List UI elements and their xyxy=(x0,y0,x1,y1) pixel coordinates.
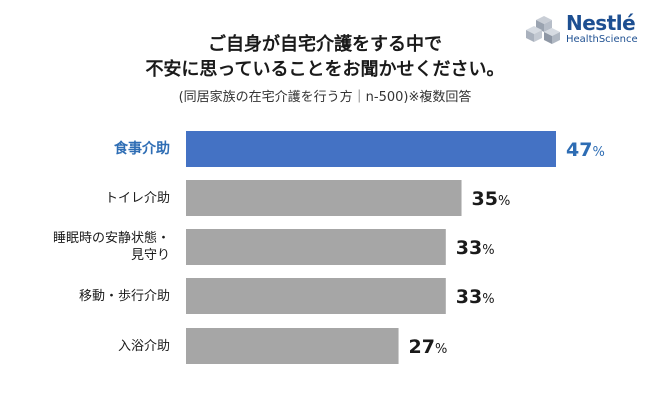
value-label-4: 33% xyxy=(456,286,495,308)
value-label-2: 35% xyxy=(472,188,511,210)
category-label-4: 移動・歩行介助 xyxy=(78,288,170,304)
category-label-1: 食事介助 xyxy=(114,140,170,157)
category-label-2: トイレ介助 xyxy=(104,190,170,206)
cubes-logo-icon xyxy=(526,16,560,44)
bar-2 xyxy=(186,180,462,216)
logo-wordmark: Nestlé xyxy=(566,11,636,35)
logo-subtitle: HealthScience xyxy=(566,34,638,45)
value-label-5: 27% xyxy=(409,336,448,358)
nestle-health-science-logo: Nestlé HealthScience xyxy=(522,10,642,52)
bar-4 xyxy=(186,278,446,314)
value-label-3: 33% xyxy=(456,237,495,259)
chart-subtitle: (同居家族の在宅介護を行う方｜n-500)※複数回答 xyxy=(178,90,472,105)
bar-3 xyxy=(186,229,446,265)
category-label-5: 入浴介助 xyxy=(117,338,170,354)
category-label-3: 睡眠時の安静状態・ 見守り xyxy=(52,231,170,263)
chart-title-line2: 不安に思っていることをお聞かせください。 xyxy=(145,59,505,80)
bar-1 xyxy=(186,131,556,167)
value-label-1: 47% xyxy=(566,139,605,161)
chart-title-line1: ご自身が自宅介護をする中で xyxy=(208,34,442,55)
bar-5 xyxy=(186,328,399,364)
